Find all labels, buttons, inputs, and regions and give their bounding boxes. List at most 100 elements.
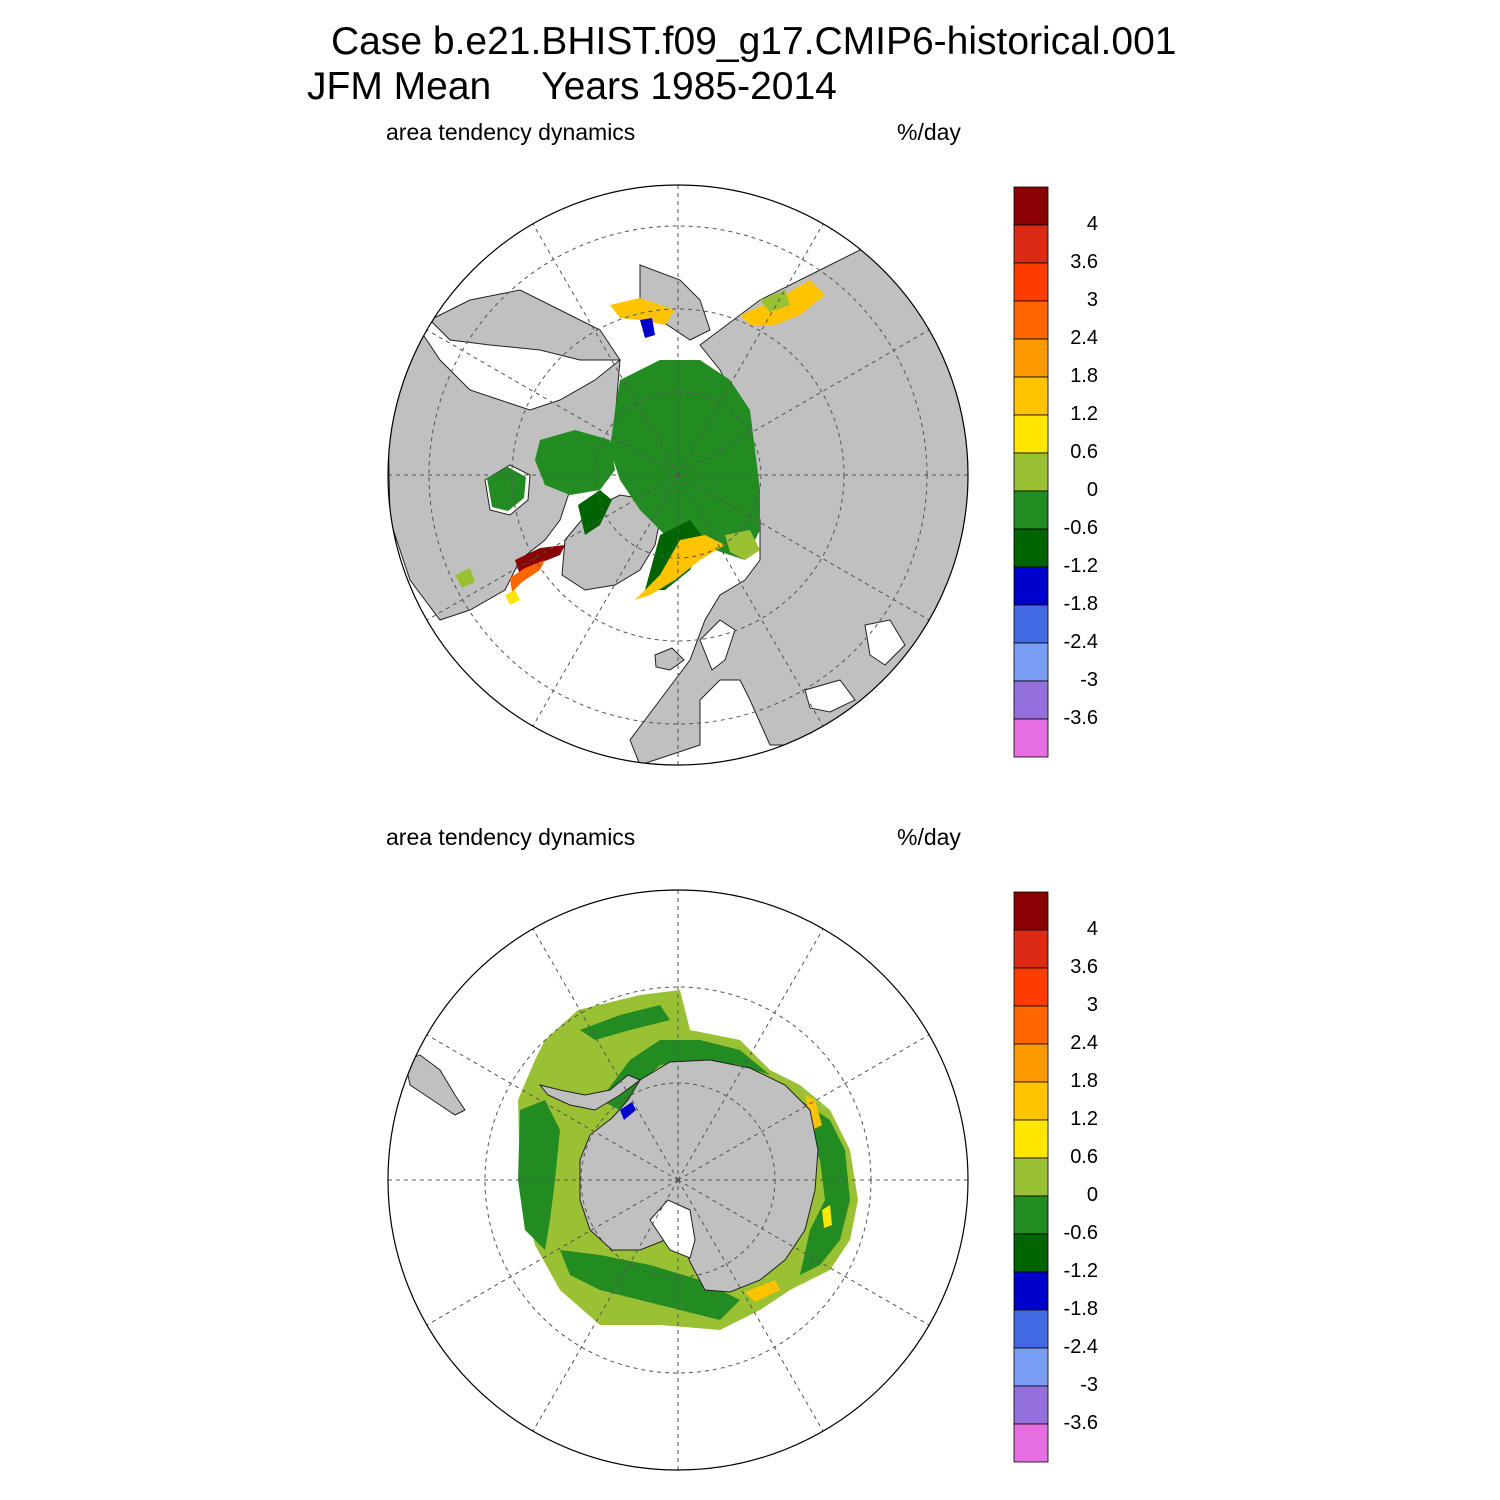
south-ice-band-north2 (580, 1005, 670, 1040)
south-colorbar (1013, 891, 1049, 1463)
south-colorbar-tick-label: 1.2 (1070, 1108, 1098, 1130)
south-ice-band-north (600, 1040, 770, 1110)
south-colorbar-tick-label: -3.6 (1063, 1412, 1098, 1434)
north-colorbar-tick-label: 3 (1086, 289, 1098, 311)
north-colorbar-box (1013, 566, 1049, 606)
north-colorbar-tick-label: -3.6 (1063, 707, 1098, 729)
south-colorbar-box (1013, 1005, 1049, 1045)
north-colorbar-tick-label: 2.4 (1070, 327, 1098, 349)
south-ice-blue-edge (620, 1102, 636, 1120)
north-ice-baffin (578, 490, 612, 535)
south-colorbar-tick-label: 3 (1086, 994, 1098, 1016)
north-colorbar-box (1013, 224, 1049, 264)
north-graticule (388, 185, 968, 765)
north-colorbar-tick-label: -0.6 (1063, 517, 1098, 539)
plot-title-case: Case b.e21.BHIST.f09_g17.CMIP6-historica… (331, 20, 1177, 63)
north-water-blacksea (804, 679, 856, 713)
south-colorbar-box (1013, 967, 1049, 1007)
south-colorbar-tick-label: 0 (1086, 1184, 1098, 1206)
south-ice-yellow-south (745, 1280, 780, 1302)
south-colorbar-box (1013, 1081, 1049, 1121)
south-units-label: %/day (897, 824, 961, 850)
south-colorbar-tick-label: -1.2 (1063, 1260, 1098, 1282)
south-polar-map (387, 889, 969, 1471)
plot-title-period: JFM Mean Years 1985-2014 (307, 67, 837, 106)
north-ice-labrador-orange (510, 560, 545, 592)
south-ice-shelf-ross (649, 1199, 696, 1259)
north-polar-map (387, 184, 969, 766)
south-graticule (388, 890, 968, 1470)
north-ice-labrador-yellow (505, 590, 520, 605)
south-colorbar-tick-label: 4 (1086, 918, 1098, 940)
south-colorbar-box (1013, 929, 1049, 969)
south-colorbar-tick-label: 3.6 (1070, 956, 1098, 978)
north-ice-hudson (487, 467, 526, 511)
south-colorbar-tick-label: -0.6 (1063, 1222, 1098, 1244)
north-variable-label: area tendency dynamics (386, 119, 636, 145)
north-colorbar-box (1013, 452, 1049, 492)
south-colorbar-tick-label: 1.8 (1070, 1070, 1098, 1092)
north-colorbar-tick-label: -1.2 (1063, 555, 1098, 577)
south-land-peninsula (538, 1074, 641, 1111)
south-land-south-america (404, 1054, 466, 1116)
north-water-caspian (864, 619, 906, 666)
north-colorbar-box (1013, 604, 1049, 644)
north-colorbar-box (1013, 186, 1049, 226)
north-land-alaska (429, 289, 621, 361)
south-colorbar-tick-label: 0.6 (1070, 1146, 1098, 1168)
north-water-baltic (699, 619, 736, 671)
south-ice-band-south (560, 1250, 740, 1320)
south-colorbar-tick-label: -2.4 (1063, 1336, 1098, 1358)
south-colorbar-box (1013, 1423, 1049, 1463)
north-colorbar-tick-label: 0 (1086, 479, 1098, 501)
south-colorbar-box (1013, 1385, 1049, 1425)
north-colorbar-box (1013, 680, 1049, 720)
south-colorbar-tick-label: -3 (1080, 1374, 1098, 1396)
south-colorbar-tick-label: -1.8 (1063, 1298, 1098, 1320)
north-ice-gulf-st-lawrence (455, 568, 475, 588)
north-colorbar-box (1013, 642, 1049, 682)
north-colorbar-box (1013, 376, 1049, 416)
years-label: Years 1985-2014 (541, 65, 837, 108)
north-colorbar-tick-label: 1.2 (1070, 403, 1098, 425)
north-ice-greenland-edge (635, 535, 725, 600)
north-colorbar-box (1013, 718, 1049, 758)
north-colorbar-box (1013, 300, 1049, 340)
north-colorbar-box (1013, 528, 1049, 568)
south-colorbar-box (1013, 1195, 1049, 1235)
north-ice-arctic-ocean (610, 360, 760, 560)
north-ice-bering (610, 298, 675, 325)
south-colorbar-box (1013, 1233, 1049, 1273)
south-colorbar-box (1013, 1043, 1049, 1083)
south-colorbar-box (1013, 1157, 1049, 1197)
north-colorbar-box (1013, 338, 1049, 378)
north-colorbar-tick-label: -2.4 (1063, 631, 1098, 653)
south-colorbar-box (1013, 1347, 1049, 1387)
north-colorbar-box (1013, 414, 1049, 454)
south-variable-label: area tendency dynamics (386, 824, 636, 850)
north-units-label: %/day (897, 119, 961, 145)
north-ice-barents (725, 530, 760, 560)
north-ice-okhotsk-green (760, 290, 790, 312)
north-colorbar (1013, 186, 1049, 758)
north-colorbar-tick-label: 1.8 (1070, 365, 1098, 387)
north-colorbar-tick-label: 4 (1086, 213, 1098, 235)
south-colorbar-box (1013, 1119, 1049, 1159)
south-ice-yellow-east (805, 1095, 822, 1130)
north-colorbar-tick-label: -3 (1080, 669, 1098, 691)
north-land-iceland (654, 647, 685, 671)
season-label: JFM Mean (307, 65, 492, 108)
north-ice-bering-blue (640, 318, 655, 338)
south-colorbar-box (1013, 891, 1049, 931)
south-ice-yellow-east2 (822, 1205, 832, 1228)
south-colorbar-box (1013, 1271, 1049, 1311)
south-colorbar-tick-label: 2.4 (1070, 1032, 1098, 1054)
north-colorbar-tick-label: -1.8 (1063, 593, 1098, 615)
north-colorbar-box (1013, 262, 1049, 302)
south-colorbar-box (1013, 1309, 1049, 1349)
north-colorbar-tick-label: 3.6 (1070, 251, 1098, 273)
north-colorbar-tick-label: 0.6 (1070, 441, 1098, 463)
north-colorbar-box (1013, 490, 1049, 530)
south-ice-band-west (518, 1100, 560, 1250)
